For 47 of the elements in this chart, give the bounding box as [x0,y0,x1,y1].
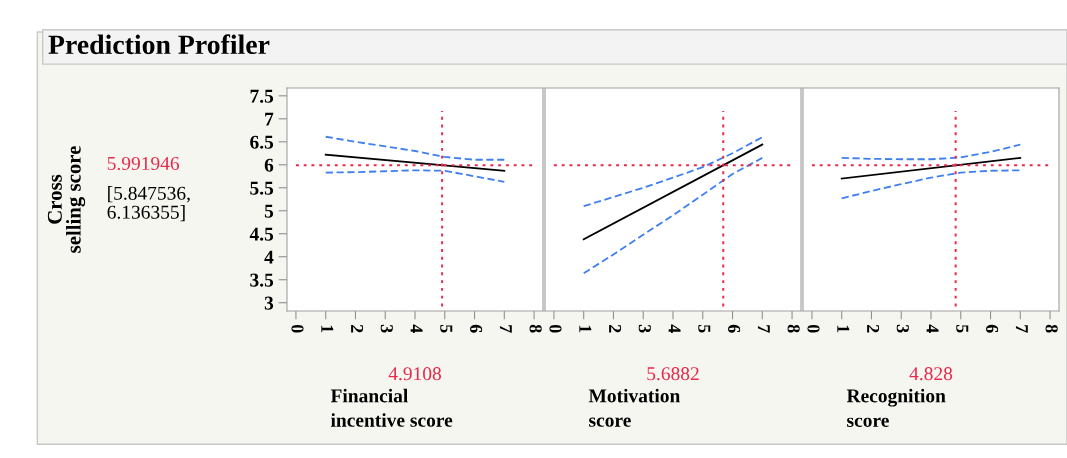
y-tick-label: 3 [264,296,274,310]
y-tick-label: 4 [264,250,274,264]
x-tick-label: 4 [668,324,681,333]
x-tick-label: 2 [351,324,364,333]
y-axis-title: Cross selling score [47,146,86,253]
y-tick-label: 6 [264,158,274,172]
x-tick-label: 7 [1015,325,1028,333]
chart-title: Prediction Profiler [48,34,270,55]
x-tick-label: 8 [529,324,542,333]
x-tick-label: 6 [728,324,741,333]
y-tick-label: 6.5 [250,135,274,149]
x-tick-label: 8 [1045,324,1058,333]
x-tick-label: 0 [549,324,562,333]
ref-line-label: 4.828 [909,367,953,381]
x-axis-title: Motivation score [588,388,681,427]
x-tick-label: 7 [757,325,770,333]
y-tick-label: 7 [265,112,274,126]
x-tick-label: 2 [609,324,622,333]
x-tick-label: 1 [579,325,592,333]
x-tick-label: 3 [638,324,651,333]
y-tick-label: 5 [264,204,274,218]
y-tick-label: 7.5 [250,89,274,103]
x-tick-label: 0 [291,324,304,333]
x-tick-label: 6 [986,324,999,333]
x-tick-label: 8 [787,324,800,333]
ref-line-label: 5.991946 [107,156,180,171]
x-tick-label: 3 [380,324,393,333]
x-tick-label: 7 [499,325,512,333]
x-tick-label: 4 [926,324,939,333]
x-tick-label: 3 [896,324,909,333]
y-tick-label: 3.5 [250,273,274,287]
x-tick-label: 5 [440,324,453,333]
x-tick-label: 4 [410,324,423,333]
y-tick-label: 5.5 [250,181,274,195]
x-tick-label: 5 [956,324,969,333]
ref-line-label: 5.6882 [647,367,699,381]
x-tick-label: 1 [837,325,850,333]
x-axis-title: Financial incentive score [330,388,453,427]
y-tick-label: 4.5 [249,227,274,241]
ref-line-label: 4.9108 [388,367,441,381]
x-tick-label: 2 [867,324,880,333]
x-tick-label: 5 [698,324,711,333]
text: [5.847536, 6.136355] [107,186,190,222]
x-tick-label: 1 [321,325,334,333]
x-tick-label: 6 [470,324,483,333]
x-axis-title: Recognition score [846,388,946,427]
x-tick-label: 0 [807,324,820,333]
